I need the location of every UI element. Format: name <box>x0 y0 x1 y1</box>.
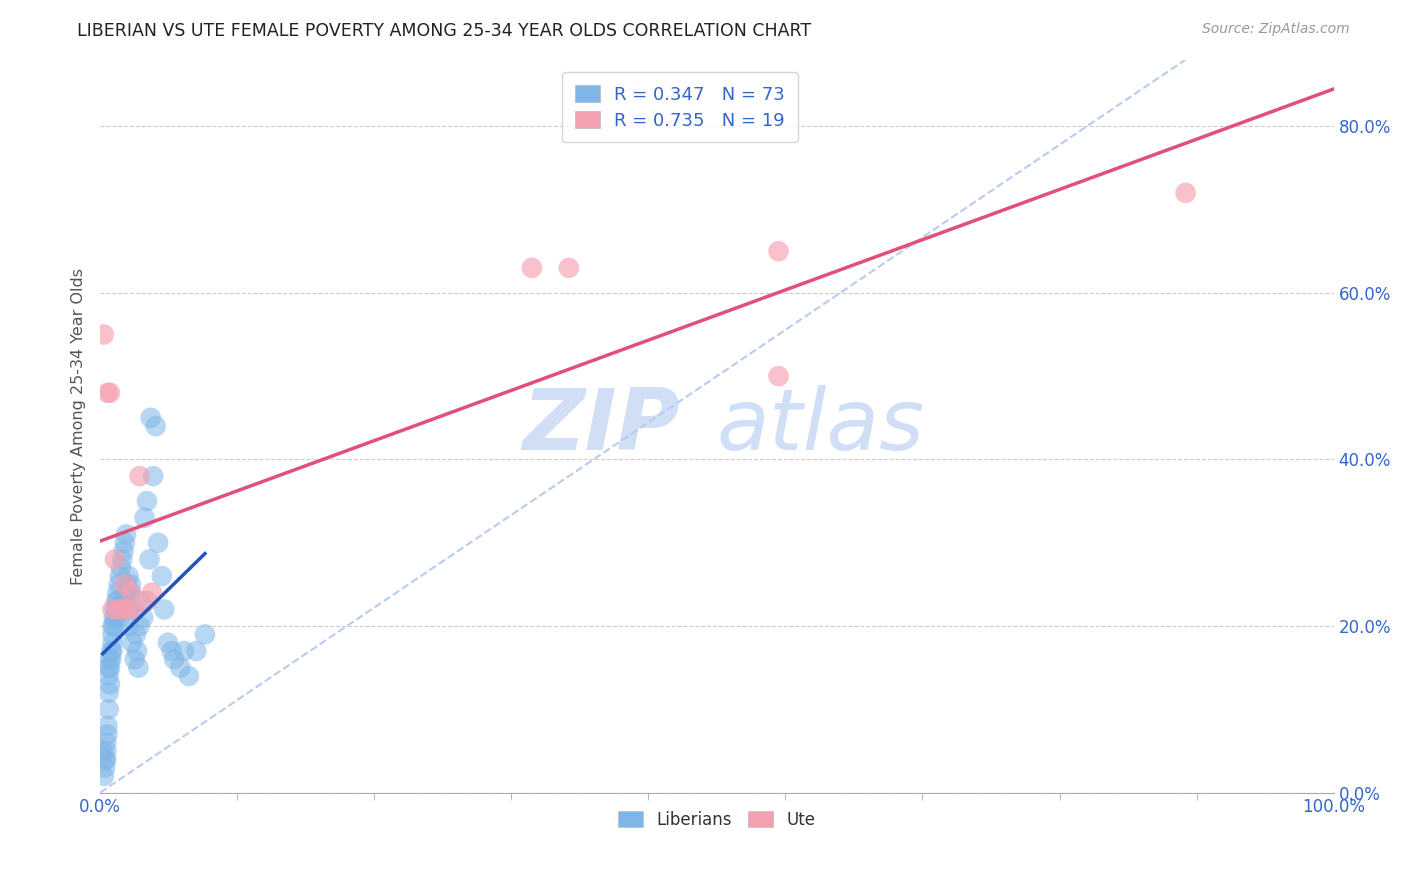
Point <box>94 761 117 775</box>
Point <box>108 569 131 583</box>
Point <box>194 627 217 641</box>
Point <box>114 602 136 616</box>
Point <box>97 661 120 675</box>
Point <box>153 602 176 616</box>
Point <box>112 544 135 558</box>
Point <box>120 585 142 599</box>
Point <box>105 594 128 608</box>
Point <box>186 644 208 658</box>
Point <box>105 602 128 616</box>
Point <box>104 602 127 616</box>
Point <box>103 611 125 625</box>
Text: atlas: atlas <box>717 384 925 467</box>
Point <box>136 494 159 508</box>
Point <box>141 585 163 599</box>
Point <box>107 577 129 591</box>
Point <box>111 602 134 616</box>
Point <box>136 594 159 608</box>
Point <box>173 644 195 658</box>
Point <box>146 535 169 549</box>
Text: LIBERIAN VS UTE FEMALE POVERTY AMONG 25-34 YEAR OLDS CORRELATION CHART: LIBERIAN VS UTE FEMALE POVERTY AMONG 25-… <box>77 22 811 40</box>
Point <box>101 602 124 616</box>
Legend: Liberians, Ute: Liberians, Ute <box>612 805 823 836</box>
Point <box>129 594 152 608</box>
Point <box>117 602 139 616</box>
Point <box>96 736 118 750</box>
Point <box>120 585 142 599</box>
Point <box>558 260 581 275</box>
Point <box>139 410 162 425</box>
Point <box>101 627 124 641</box>
Point <box>105 585 128 599</box>
Point <box>105 594 128 608</box>
Point <box>134 510 156 524</box>
Point <box>101 644 124 658</box>
Y-axis label: Female Poverty Among 25-34 Year Olds: Female Poverty Among 25-34 Year Olds <box>72 268 86 584</box>
Point <box>114 535 136 549</box>
Point <box>104 552 127 566</box>
Point <box>103 619 125 633</box>
Point <box>177 669 200 683</box>
Point <box>117 577 139 591</box>
Point <box>96 727 118 741</box>
Point <box>125 627 148 641</box>
Point <box>115 585 138 599</box>
Point <box>110 560 132 574</box>
Point <box>108 611 131 625</box>
Point <box>768 244 790 259</box>
Point <box>163 652 186 666</box>
Point <box>160 644 183 658</box>
Point <box>120 577 142 591</box>
Text: ZIP: ZIP <box>522 384 681 467</box>
Point <box>97 686 120 700</box>
Point <box>98 652 121 666</box>
Point <box>132 611 155 625</box>
Point <box>97 669 120 683</box>
Point <box>112 594 135 608</box>
Point <box>124 602 146 616</box>
Point <box>96 752 118 766</box>
Point <box>127 644 149 658</box>
Point <box>97 702 120 716</box>
Point <box>94 752 117 766</box>
Text: Source: ZipAtlas.com: Source: ZipAtlas.com <box>1202 22 1350 37</box>
Point <box>96 744 118 758</box>
Point <box>117 569 139 583</box>
Point <box>101 619 124 633</box>
Point <box>138 552 160 566</box>
Point <box>98 385 121 400</box>
Point <box>768 369 790 384</box>
Point <box>115 527 138 541</box>
Point <box>100 644 122 658</box>
Point <box>121 636 143 650</box>
Point <box>107 602 129 616</box>
Point <box>145 419 167 434</box>
Point <box>111 552 134 566</box>
Point <box>124 652 146 666</box>
Point <box>100 652 122 666</box>
Point <box>142 469 165 483</box>
Point <box>127 661 149 675</box>
Point <box>111 602 134 616</box>
Point <box>169 661 191 675</box>
Point <box>91 744 114 758</box>
Point <box>128 469 150 483</box>
Point <box>156 636 179 650</box>
Point <box>93 769 115 783</box>
Point <box>118 602 141 616</box>
Point <box>128 619 150 633</box>
Point <box>1174 186 1197 200</box>
Point <box>520 260 543 275</box>
Point <box>117 619 139 633</box>
Point <box>96 719 118 733</box>
Point <box>104 611 127 625</box>
Point <box>98 661 121 675</box>
Point <box>101 636 124 650</box>
Point <box>150 569 173 583</box>
Point <box>96 385 118 400</box>
Point <box>98 677 121 691</box>
Point <box>114 577 136 591</box>
Point <box>93 327 115 342</box>
